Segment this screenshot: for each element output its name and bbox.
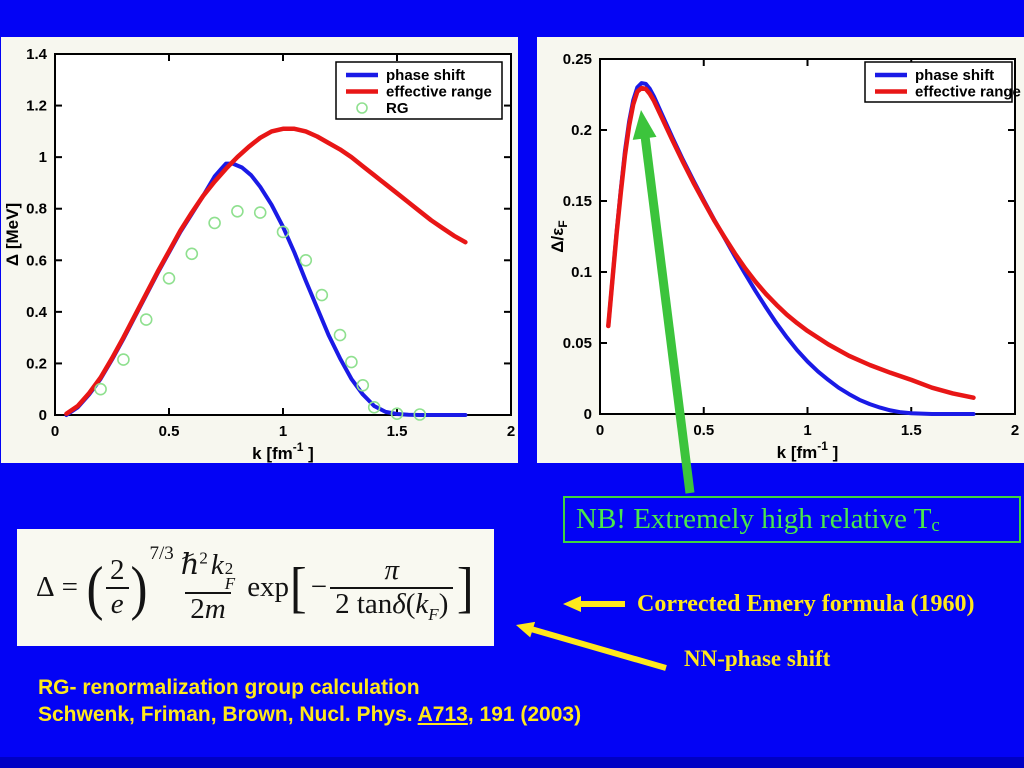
rg-data-point	[333, 328, 347, 342]
y-tick-label: 0	[584, 406, 592, 423]
curve-effective-range	[606, 85, 976, 400]
y-tick-label: 1.4	[26, 46, 48, 63]
y-tick-label: 1.2	[26, 98, 47, 115]
rg-data-point	[162, 272, 176, 285]
citation-block: RG- renormalization group calculation Sc…	[38, 674, 581, 728]
formula-delta: Δ	[35, 571, 55, 603]
legend-label: effective range	[915, 84, 1021, 101]
rg-data-point	[390, 407, 404, 421]
y-tick-label: 1	[39, 149, 47, 166]
x-tick-label: 1.5	[901, 422, 922, 439]
emery-label: Corrected Emery formula (1960)	[637, 591, 975, 617]
y-tick-label: 0.1	[571, 264, 592, 281]
legend-box	[864, 61, 1013, 103]
citation-line1: RG- renormalization group calculation	[38, 676, 420, 699]
x-tick-label: 2	[1011, 422, 1019, 439]
x-tick-label: 1.5	[387, 423, 408, 440]
formula-power: 7/3	[149, 543, 174, 565]
y-tick-label: 0.2	[26, 355, 47, 372]
legend-label: phase shift	[915, 67, 994, 84]
y-tick-label: 0.8	[26, 201, 47, 218]
rg-data-point	[413, 408, 427, 421]
formula-frac-pi: π 2 tanδ(kF)	[330, 554, 454, 622]
nn-phase-shift-label: NN-phase shift	[684, 646, 831, 671]
curve-effective-range	[64, 126, 468, 416]
citation-line2: Schwenk, Friman, Brown, Nucl. Phys. A713…	[38, 703, 582, 726]
x-tick-label: 0.5	[693, 422, 714, 439]
citation-link[interactable]: A713	[417, 703, 468, 726]
legend-sample-RG	[356, 102, 368, 114]
x-tick-label: 0	[51, 423, 59, 440]
legend-label: RG	[386, 100, 409, 117]
rg-data-point	[231, 205, 244, 218]
rg-data-point	[117, 353, 130, 366]
rg-data-point	[276, 225, 290, 239]
rg-data-point	[253, 206, 267, 219]
rg-data-point	[185, 247, 199, 261]
rg-data-point	[299, 254, 313, 267]
y-tick-label: 0	[39, 407, 47, 424]
x-tick-label: 1	[803, 422, 811, 439]
yellow-arrow-diagonal	[516, 621, 667, 671]
rg-data-point	[139, 313, 153, 326]
x-tick-label: 1	[279, 423, 287, 440]
formula-exp: exp	[247, 571, 290, 603]
left-plot-panel: 0 0.5 1 1.5 2 0 0.2 0.4 0.6 0.8 1 1.2 1.4 k [fm-1 ] Δ …	[1, 37, 518, 463]
left-chart-ylabel: Δ [MeV]	[3, 203, 22, 266]
y-tick-label: 0.15	[563, 193, 592, 210]
nb-note-text: NB! Extremely high relative T	[576, 503, 932, 535]
nb-note-sub: c	[931, 515, 940, 536]
y-tick-label: 0.4	[26, 304, 48, 321]
y-tick-label: 0.6	[26, 252, 47, 269]
rg-data-point	[315, 288, 329, 302]
formula-equals: =	[61, 571, 78, 603]
legend-label: phase shift	[386, 67, 465, 84]
y-tick-label: 0.2	[571, 122, 592, 139]
x-tick-label: 0.5	[159, 423, 180, 440]
rg-data-point	[367, 400, 381, 414]
formula-minus: −	[310, 571, 328, 603]
rg-data-point	[356, 378, 370, 392]
formula-k: k	[210, 549, 224, 582]
slide-bottom-edge	[0, 757, 1024, 768]
rg-data-point	[345, 355, 358, 369]
yellow-arrow-left	[563, 596, 625, 612]
rg-data-point	[208, 216, 221, 230]
x-tick-label: 0	[596, 422, 604, 439]
legend-label: effective range	[386, 84, 492, 101]
rg-data-point	[94, 382, 107, 396]
left-chart-xlabel: k [fm-1 ]	[252, 440, 314, 463]
right-chart-ylabel: Δ/εF	[548, 220, 570, 252]
x-tick-label: 2	[507, 423, 515, 440]
left-chart: 0 0.5 1 1.5 2 0 0.2 0.4 0.6 0.8 1 1.2 1.4 k [fm-1 ] Δ …	[3, 46, 515, 463]
formula-frac-hk2m: ℏ2 k 2 F 2m	[180, 548, 236, 625]
formula-hbar: ℏ	[180, 549, 200, 582]
right-plot-panel: 0 0.5 1 1.5 2 0 0.05 0.1 0.15 0.2 0.25 k [fm-1 ] Δ/ε…	[537, 37, 1024, 463]
y-tick-label: 0.05	[563, 335, 592, 352]
right-chart-xlabel: k [fm-1 ]	[777, 439, 839, 462]
y-tick-label: 0.25	[563, 51, 592, 68]
right-chart: 0 0.5 1 1.5 2 0 0.05 0.1 0.15 0.2 0.25 k [fm-1 ] Δ/ε…	[548, 51, 1021, 462]
